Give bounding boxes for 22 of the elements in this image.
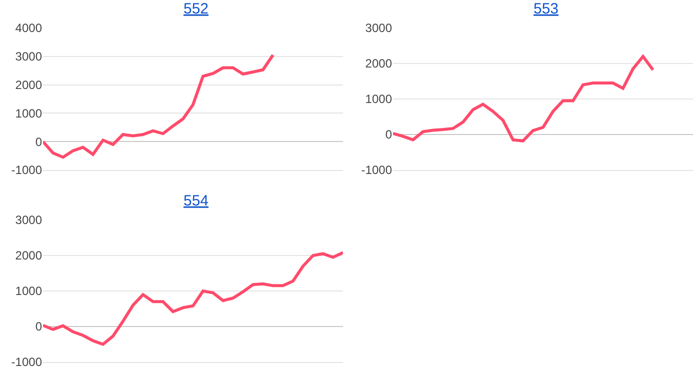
y-tick-label: 0 xyxy=(385,128,392,142)
y-tick-label: 2000 xyxy=(365,56,392,71)
y-tick-label: 1000 xyxy=(365,92,392,106)
chart-title: 553 xyxy=(533,0,559,18)
y-tick-label: 4000 xyxy=(15,21,42,36)
chart-title: 554 xyxy=(183,192,209,210)
y-tick-label: 0 xyxy=(35,134,42,149)
y-tick-label: 2000 xyxy=(15,78,42,92)
y-tick-label: -1000 xyxy=(11,355,42,370)
y-tick-label: -1000 xyxy=(11,163,42,178)
y-tick-label: 0 xyxy=(35,320,42,334)
y-tick-label: 3000 xyxy=(365,21,392,36)
y-tick-label: -1000 xyxy=(361,163,392,178)
line-series xyxy=(393,54,654,142)
y-tick-label: 1000 xyxy=(15,106,42,120)
y-tick-label: 1000 xyxy=(15,284,42,298)
y-tick-label: 3000 xyxy=(15,213,42,228)
line-series xyxy=(43,251,343,346)
y-tick-label: 3000 xyxy=(15,50,42,64)
y-tick-label: 2000 xyxy=(15,248,42,263)
line-series xyxy=(43,53,274,159)
chart-title: 552 xyxy=(183,0,209,18)
